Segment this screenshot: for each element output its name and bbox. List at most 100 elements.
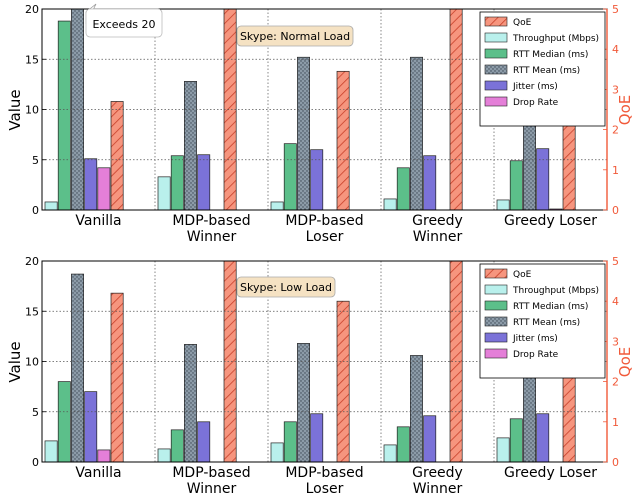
qoe-tick-label: 4 bbox=[612, 295, 619, 308]
y-tick-label: 20 bbox=[25, 255, 39, 268]
bar-throughput-mbps--3 bbox=[383, 444, 397, 462]
qoe-tick-label: 0 bbox=[612, 456, 619, 469]
bar-jitter-ms--3 bbox=[423, 155, 437, 210]
bar-throughput-mbps--2 bbox=[270, 201, 284, 210]
legend-swatch bbox=[484, 32, 508, 43]
legend-label: RTT Median (ms) bbox=[513, 302, 588, 312]
y-axis-ticks: 0 5 10 15 20 bbox=[25, 3, 46, 217]
bar-qoe-2 bbox=[336, 70, 350, 210]
legend-label: QoE bbox=[513, 270, 532, 280]
bar-throughput-mbps--0 bbox=[44, 440, 58, 462]
bar-qoe-1 bbox=[223, 9, 237, 210]
legend-swatch bbox=[484, 316, 508, 327]
legend-swatch bbox=[484, 96, 508, 107]
bar-jitter-ms--0 bbox=[84, 391, 98, 462]
bar-rtt-median-ms--2 bbox=[283, 143, 297, 210]
y-tick-label: 0 bbox=[32, 456, 39, 469]
bar-qoe-2 bbox=[336, 300, 350, 462]
x-tick-label: Vanilla bbox=[75, 465, 121, 481]
annotation-box: Skype: Normal Load bbox=[236, 25, 354, 47]
qoe-tick-label: 0 bbox=[612, 204, 619, 217]
qoe-tick-label: 1 bbox=[612, 164, 619, 177]
bar-jitter-ms--2 bbox=[310, 413, 324, 462]
bar-throughput-mbps--2 bbox=[270, 442, 284, 462]
x-tick-label: MDP-based Loser bbox=[285, 465, 363, 497]
legend-label: Drop Rate bbox=[513, 350, 559, 360]
legend-label: QoE bbox=[513, 18, 532, 28]
qoe-tick-label: 4 bbox=[612, 43, 619, 56]
bar-rtt-mean-ms--1 bbox=[184, 81, 197, 210]
y-tick-label: 5 bbox=[32, 406, 39, 419]
y-tick-label: 15 bbox=[25, 53, 39, 66]
x-tick-label-line: Greedy Loser bbox=[504, 465, 597, 481]
bar-jitter-ms--2 bbox=[310, 149, 324, 210]
bar-rtt-median-ms--0 bbox=[57, 381, 71, 462]
y-tick-label: 5 bbox=[32, 154, 39, 167]
y-tick-label: 10 bbox=[25, 104, 39, 117]
x-axis-labels: Vanilla MDP-based Winner MDP-based Loser Gree… bbox=[75, 465, 597, 497]
bar-drop-rate-0 bbox=[97, 449, 111, 462]
legend-swatch bbox=[484, 284, 508, 295]
annotation-text: Skype: Low Load bbox=[240, 281, 332, 294]
x-tick-label: Vanilla bbox=[75, 213, 121, 229]
bar-throughput-mbps--3 bbox=[383, 198, 397, 210]
legend-label: RTT Mean (ms) bbox=[513, 318, 580, 328]
x-tick-label: Greedy Loser bbox=[504, 213, 597, 229]
bar-rtt-median-ms--0 bbox=[57, 20, 71, 210]
y-tick-label: 0 bbox=[32, 204, 39, 217]
legend-label: RTT Median (ms) bbox=[513, 50, 588, 60]
bar-rtt-mean-ms--3 bbox=[410, 355, 423, 462]
x-tick-label-line: Vanilla bbox=[75, 213, 121, 229]
bar-throughput-mbps--4 bbox=[496, 437, 510, 462]
bar-throughput-mbps--4 bbox=[496, 199, 510, 210]
legend-swatch bbox=[484, 348, 508, 359]
y-tick-label: 10 bbox=[25, 356, 39, 369]
bar-rtt-median-ms--3 bbox=[396, 167, 410, 210]
x-tick-label-line: Winner bbox=[187, 481, 237, 497]
bar-rtt-mean-ms--1 bbox=[184, 344, 197, 462]
x-tick-label: Greedy Winner bbox=[412, 213, 463, 245]
annotation-box: Skype: Low Load bbox=[236, 276, 336, 298]
qoe-axis-label: QoE bbox=[616, 347, 634, 377]
x-tick-label-line: MDP-based bbox=[285, 213, 363, 229]
legend-swatch bbox=[484, 16, 508, 27]
x-tick-label: MDP-based Winner bbox=[172, 213, 250, 245]
bar-rtt-mean-ms--2 bbox=[297, 56, 310, 210]
x-tick-label-line: Loser bbox=[306, 229, 344, 245]
bar-rtt-median-ms--4 bbox=[509, 160, 523, 210]
bar-jitter-ms--0 bbox=[84, 158, 98, 210]
legend: QoE Throughput (Mbps) RTT Median (ms) RTT M… bbox=[479, 263, 606, 379]
legend-label: Drop Rate bbox=[513, 98, 559, 108]
legend-label: Jitter (ms) bbox=[512, 82, 558, 92]
y-axis-ticks: 0 5 10 15 20 bbox=[25, 255, 46, 469]
x-tick-label-line: MDP-based bbox=[285, 465, 363, 481]
legend-swatch bbox=[484, 80, 508, 91]
legend-swatch bbox=[484, 268, 508, 279]
bar-rtt-median-ms--4 bbox=[509, 418, 523, 462]
qoe-tick-label: 3 bbox=[612, 335, 619, 348]
x-tick-label-line: Greedy bbox=[412, 213, 463, 229]
bar-rtt-median-ms--1 bbox=[170, 155, 184, 210]
legend-swatch bbox=[484, 300, 508, 311]
x-tick-label-line: Winner bbox=[413, 229, 463, 245]
annotation-text: Skype: Normal Load bbox=[240, 30, 350, 43]
x-tick-label: MDP-based Loser bbox=[285, 213, 363, 245]
bar-rtt-median-ms--3 bbox=[396, 426, 410, 462]
bar-jitter-ms--3 bbox=[423, 415, 437, 462]
bar-throughput-mbps--0 bbox=[44, 201, 58, 210]
bar-jitter-ms--1 bbox=[197, 421, 211, 462]
bar-qoe-0 bbox=[110, 292, 124, 462]
y-axis-label: Value bbox=[6, 89, 24, 130]
bar-jitter-ms--4 bbox=[536, 148, 550, 210]
bar-jitter-ms--1 bbox=[197, 154, 211, 210]
bar-qoe-1 bbox=[223, 261, 237, 462]
qoe-axis-label: QoE bbox=[616, 95, 634, 125]
qoe-tick-label: 5 bbox=[612, 3, 619, 16]
legend-swatch bbox=[484, 332, 508, 343]
legend-swatch bbox=[484, 48, 508, 59]
legend-label: Throughput (Mbps) bbox=[512, 34, 599, 44]
x-tick-label-line: Greedy bbox=[412, 465, 463, 481]
qoe-tick-label: 1 bbox=[612, 416, 619, 429]
